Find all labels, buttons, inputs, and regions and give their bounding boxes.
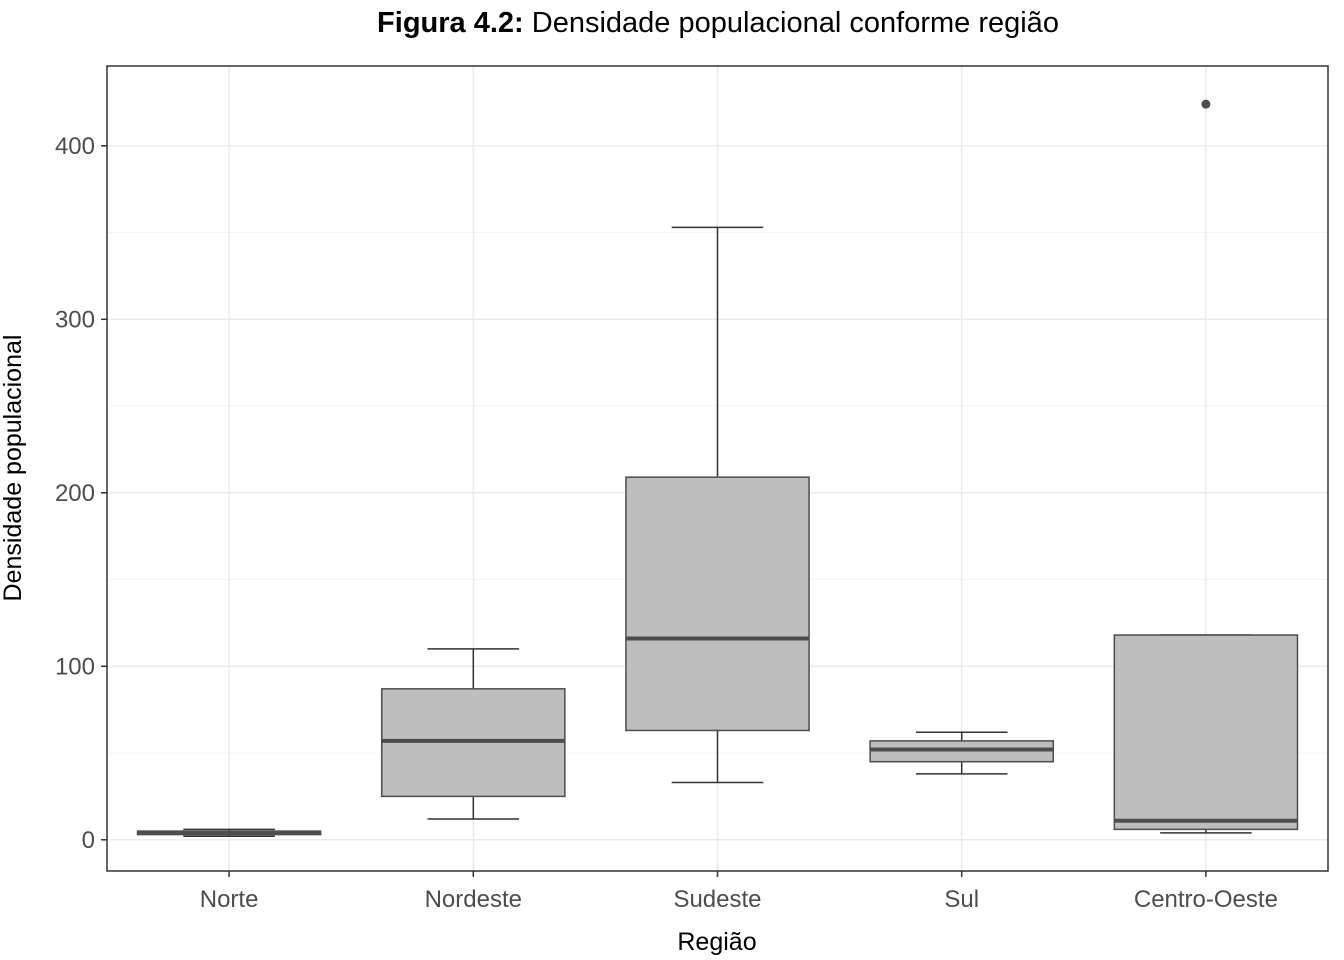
box-iqr <box>1113 634 1299 831</box>
box-centro-oeste <box>1113 99 1299 834</box>
chart-title: Figura 4.2: Densidade populacional confo… <box>377 7 1059 39</box>
x-tick-label: Sudeste <box>673 886 761 913</box>
y-tick-label: 0 <box>82 827 95 854</box>
box-sudeste <box>625 226 810 784</box>
box-nordeste <box>380 648 566 820</box>
y-tick-label: 400 <box>55 133 95 160</box>
chart-title-prefix: Figura 4.2: <box>377 7 524 39</box>
y-tick-label: 300 <box>55 306 95 333</box>
y-axis-title: Densidade populacional <box>0 335 27 602</box>
axis-ticks: 0 100 200 300 400 Norte Nordeste Sudeste Sul Cent… <box>55 133 1278 913</box>
box-sul <box>869 731 1055 775</box>
y-tick-label: 200 <box>55 480 95 507</box>
box-norte <box>136 828 322 838</box>
chart-title-rest: Densidade populacional conforme região <box>524 7 1059 39</box>
x-tick-label: Norte <box>200 886 259 913</box>
x-tick-label: Sul <box>944 886 979 913</box>
x-tick-label: Nordeste <box>425 886 522 913</box>
box-iqr <box>625 476 810 732</box>
x-tick-label: Centro-Oeste <box>1134 886 1278 913</box>
x-axis-title: Região <box>677 928 756 956</box>
y-tick-label: 100 <box>55 653 95 680</box>
boxes <box>136 99 1299 838</box>
outlier-point <box>1201 99 1211 109</box>
